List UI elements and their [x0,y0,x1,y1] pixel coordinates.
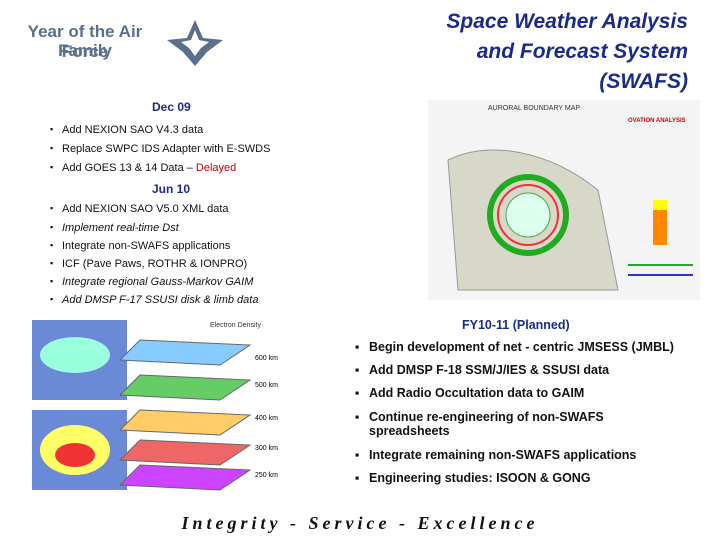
altitude: 250 km [255,472,278,479]
bullet: Engineering studies: ISOON & GONG [355,471,719,485]
logo-text: Family [58,41,112,60]
bullet: Begin development of net - centric JMSES… [355,340,719,354]
bullet: Integrate remaining non-SWAFS applicatio… [355,448,719,462]
auroral-map: AURORAL BOUNDARY MAP OVATION ANALYSIS [428,100,700,300]
density-plot: Electron Density 600 km 500 km 400 km 30… [32,320,278,491]
section-heading: FY10-11 (Planned) [462,318,570,332]
status: Delayed [195,162,237,174]
altitude: 300 km [255,445,278,452]
bullet: Add DMSP F-18 SSM/J/IES & SSUSI data [355,363,719,377]
altitude: 600 km [255,355,278,362]
bullet: Add Radio Occultation data to GAIM [355,386,719,400]
section-heading: Dec 09 [152,100,191,114]
bullet: ICF (Pave Paws, ROTHR & IONPRO) [50,258,247,270]
footer: Integrity - Service - Excellence [181,513,539,533]
bullet: Replace SWPC IDS Adapter with E-SWDS [50,143,270,155]
logo-text: Year of the Air Force [27,22,143,61]
title-line: (SWAFS) [599,70,688,93]
bullet: Add NEXION SAO V4.3 data [50,124,203,136]
title-line: Space Weather Analysis [446,10,688,33]
altitude: 500 km [255,382,278,389]
bullet-text: Add GOES 13 & 14 Data – [62,162,193,174]
bullet: Integrate non-SWAFS applications [50,240,230,252]
section-heading: Jun 10 [152,182,191,196]
map-title: AURORAL BOUNDARY MAP [488,105,580,112]
bullet: Add DMSP F-17 SSUSI disk & limb data [50,294,258,306]
logo-icon [167,20,223,66]
plot-title: Electron Density [210,322,261,329]
bullet: Add NEXION SAO V5.0 XML data [50,203,228,215]
map-label: OVATION ANALYSIS [628,118,686,124]
title-line: and Forecast System [476,40,688,63]
altitude: 400 km [255,415,278,422]
bullet: Implement real-time Dst [50,222,179,234]
bullet: Continue re-engineering of non-SWAFS spr… [355,410,669,438]
bullet: Add GOES 13 & 14 Data – Delayed [50,162,237,174]
bullet: Integrate regional Gauss-Markov GAIM [50,276,253,288]
